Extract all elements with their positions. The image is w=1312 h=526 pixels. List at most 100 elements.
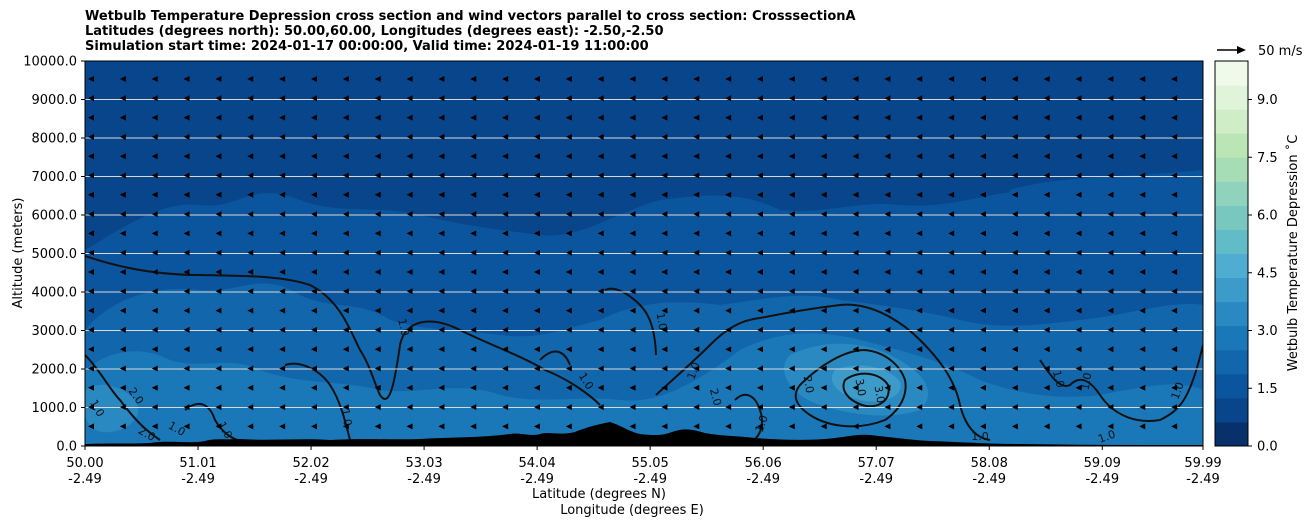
wind-vector xyxy=(342,76,349,82)
wind-vector xyxy=(247,326,254,333)
wind-vector xyxy=(279,384,286,391)
wind-vector xyxy=(820,172,827,179)
wind-vector xyxy=(725,346,732,353)
wind-vector xyxy=(151,114,158,121)
wind-vector xyxy=(1075,191,1082,198)
wind-vector xyxy=(119,172,126,179)
wind-vector xyxy=(406,76,413,82)
wind-vector xyxy=(725,153,732,160)
wind-vector xyxy=(406,365,413,372)
wind-vector xyxy=(629,76,636,82)
wind-vector xyxy=(916,288,923,295)
wind-vector xyxy=(884,114,891,121)
wind-vector xyxy=(916,249,923,256)
wind-vector xyxy=(757,95,763,102)
wind-vector xyxy=(1203,385,1209,391)
wind-vector xyxy=(565,404,572,411)
wind-vector xyxy=(948,288,955,295)
wind-vector xyxy=(1075,404,1082,411)
wind-vector xyxy=(1107,114,1114,121)
wind-vector xyxy=(119,191,126,198)
wind-vector xyxy=(661,346,668,353)
wind-vector xyxy=(1075,230,1082,237)
wind-vector xyxy=(597,384,604,391)
wind-vector xyxy=(693,249,700,256)
wind-vector xyxy=(470,211,477,218)
wind-vector xyxy=(1043,269,1050,275)
wind-vector xyxy=(916,191,923,198)
wind-vector xyxy=(342,230,349,237)
wind-vector xyxy=(597,191,604,198)
wind-vector xyxy=(1107,384,1114,391)
wind-vector xyxy=(279,288,286,295)
wind-vector xyxy=(119,307,126,314)
wind-vector xyxy=(534,114,540,121)
wind-vector xyxy=(629,288,636,295)
wind-vector xyxy=(1075,326,1082,333)
wind-vector xyxy=(725,404,732,411)
wind-vector xyxy=(980,114,986,121)
contour-label: 1.0 xyxy=(753,413,771,434)
wind-vector xyxy=(1107,346,1114,353)
wind-vector xyxy=(788,269,795,275)
wind-vector xyxy=(884,307,891,314)
wind-vector xyxy=(502,153,509,160)
wind-vector xyxy=(1075,346,1082,353)
x-tick-label-latitude: 53.03 xyxy=(405,456,442,471)
wind-vector xyxy=(151,384,158,391)
contour-label: 1.0 xyxy=(395,317,411,337)
wind-vector xyxy=(183,211,190,218)
wind-vector xyxy=(279,114,286,121)
wind-vector xyxy=(1043,95,1050,102)
chart-title-line-1: Wetbulb Temperature Depression cross sec… xyxy=(85,9,856,24)
wind-vector xyxy=(852,423,859,430)
wind-vector xyxy=(693,346,700,353)
wind-vector xyxy=(215,230,222,237)
wind-vector xyxy=(565,230,572,237)
wind-vector xyxy=(1171,191,1178,198)
wind-key-label: 50 m/s xyxy=(1258,44,1303,59)
wind-vector xyxy=(247,172,254,179)
wind-vector xyxy=(374,404,381,411)
contour-line xyxy=(539,350,571,366)
wind-vector xyxy=(1011,153,1018,160)
wind-vector xyxy=(980,423,986,430)
wind-vector xyxy=(788,384,795,391)
colorbar-tick-label: 1.5 xyxy=(1257,382,1278,397)
wind-vector xyxy=(1203,327,1209,333)
wind-vector xyxy=(757,76,763,82)
contour-label: 1.0 xyxy=(1050,369,1067,389)
wind-vector xyxy=(565,172,572,179)
wind-vector xyxy=(852,153,859,160)
wind-vector xyxy=(629,269,636,275)
wind-vector xyxy=(852,249,859,256)
wind-vector xyxy=(820,230,827,237)
wind-vector xyxy=(661,76,668,82)
field-band-moist xyxy=(85,333,1203,446)
wind-vector xyxy=(693,288,700,295)
wind-vector xyxy=(1011,326,1018,333)
wind-vector xyxy=(279,211,286,218)
wind-vector xyxy=(406,288,413,295)
wind-vector xyxy=(597,133,604,140)
wind-vector xyxy=(661,114,668,121)
wind-vector xyxy=(247,365,254,372)
wind-vector xyxy=(852,114,859,121)
wind-vector xyxy=(342,249,349,256)
contour-label: 1.0 xyxy=(654,312,670,331)
wind-vector xyxy=(342,133,349,140)
contour-line xyxy=(734,393,763,443)
wind-vector xyxy=(470,230,477,237)
wind-vector xyxy=(884,211,891,218)
wind-vector xyxy=(502,346,509,353)
wind-vector xyxy=(502,249,509,256)
y-tick-label: 1000.0 xyxy=(32,401,78,416)
wind-vector xyxy=(1011,95,1018,102)
wind-vector xyxy=(470,269,477,275)
wind-vector xyxy=(534,269,540,275)
wind-vector xyxy=(725,326,732,333)
wind-vector xyxy=(757,384,763,391)
wind-vector xyxy=(502,133,509,140)
wind-vector xyxy=(311,172,317,179)
wind-vector xyxy=(534,365,540,372)
